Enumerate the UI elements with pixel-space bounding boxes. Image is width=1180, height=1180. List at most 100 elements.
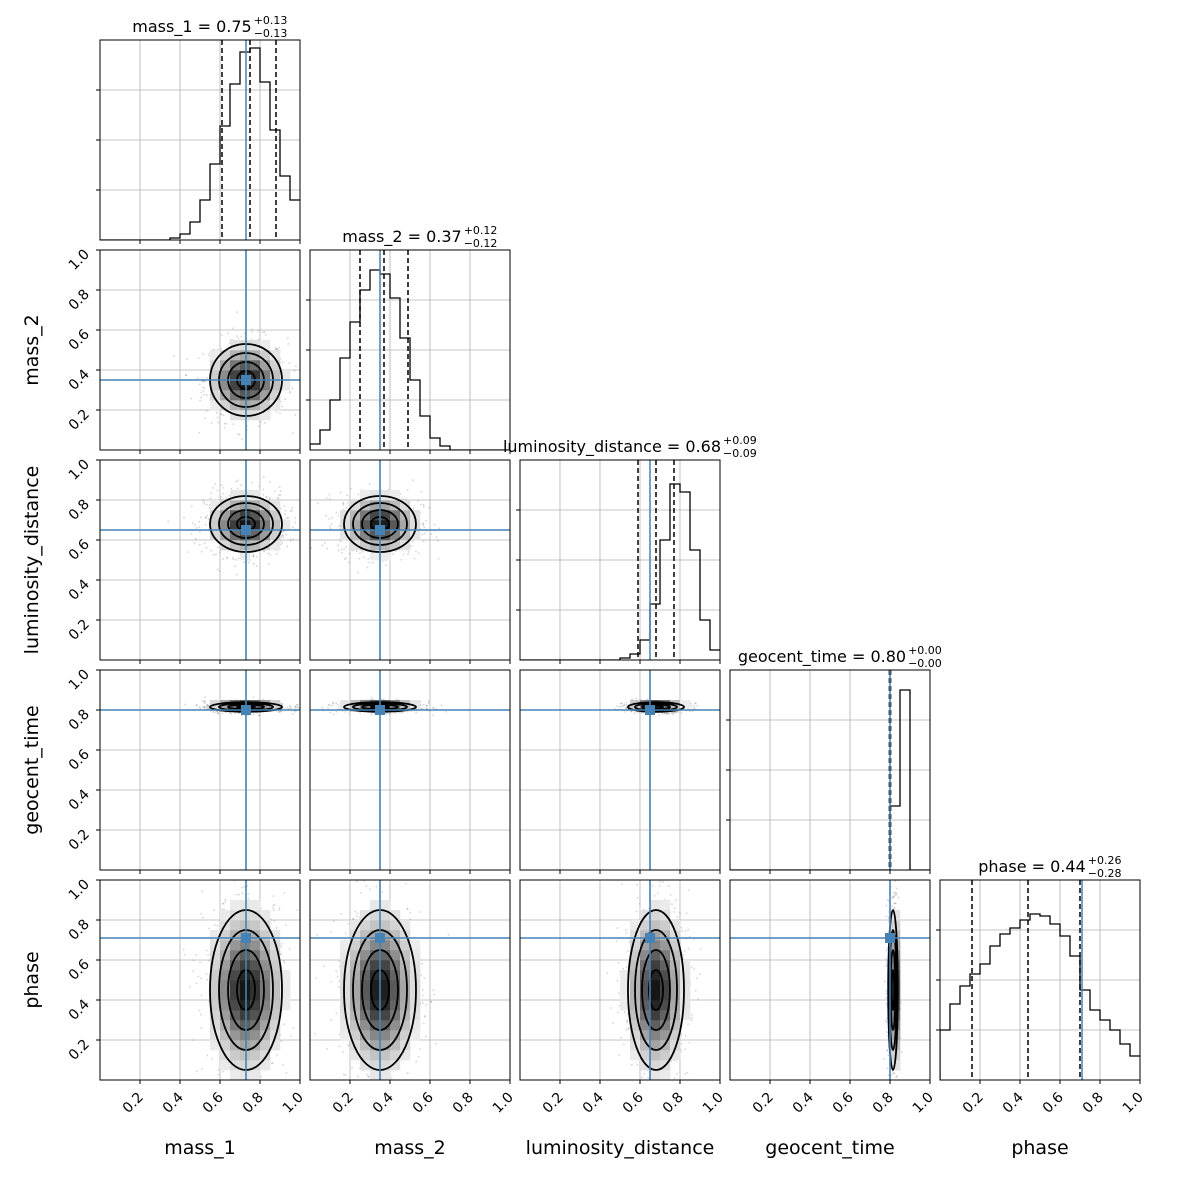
sample-point: [194, 524, 196, 526]
tick-label: 0.8: [66, 707, 93, 734]
sample-point: [205, 707, 207, 709]
sample-point: [296, 704, 298, 706]
sample-point: [619, 706, 621, 708]
density-mass_2-geocent_time: [310, 670, 510, 870]
sample-point: [382, 561, 384, 563]
sample-point: [218, 1069, 220, 1071]
sample-point: [225, 497, 227, 499]
sample-point: [421, 491, 423, 493]
sample-point: [200, 397, 202, 399]
sample-point: [279, 412, 281, 414]
sample-point: [252, 863, 254, 865]
sample-point: [277, 498, 279, 500]
sample-point: [238, 1142, 240, 1144]
sample-point: [196, 982, 198, 984]
sample-point: [359, 552, 361, 554]
sample-point: [394, 712, 396, 714]
sample-point: [340, 541, 342, 543]
sample-point: [668, 713, 670, 715]
sample-point: [276, 411, 278, 413]
sample-point: [242, 892, 244, 894]
sample-point: [343, 548, 345, 550]
sample-point: [438, 527, 440, 529]
sample-point: [329, 498, 331, 500]
sample-point: [348, 713, 350, 715]
sample-point: [234, 712, 236, 714]
sample-point: [281, 405, 283, 407]
sample-point: [345, 557, 347, 559]
sample-point: [694, 705, 696, 707]
sample-point: [289, 392, 291, 394]
sample-point: [623, 705, 625, 707]
sample-point: [290, 1035, 292, 1037]
density-mass_1-luminosity_distance: [100, 460, 308, 660]
sample-point: [210, 550, 212, 552]
sample-point: [252, 328, 254, 330]
sample-point: [262, 331, 264, 333]
sample-point: [220, 413, 222, 415]
sample-point: [284, 398, 286, 400]
sample-point: [434, 524, 436, 526]
sample-point: [238, 557, 240, 559]
sample-point: [336, 711, 338, 713]
sample-point: [310, 547, 312, 549]
sample-point: [184, 704, 186, 706]
sample-point: [441, 704, 443, 706]
sample-point: [385, 713, 387, 715]
sample-point: [327, 707, 329, 709]
sample-point: [432, 714, 434, 716]
sample-point: [253, 1082, 255, 1084]
density-mass_1-geocent_time: [100, 670, 315, 870]
sample-point: [423, 506, 425, 508]
sample-point: [325, 515, 327, 517]
sample-point: [358, 558, 360, 560]
sample-point: [203, 501, 205, 503]
sample-point: [294, 522, 296, 524]
sample-point: [286, 1072, 288, 1074]
panel-mass_1-mass_2: 0.20.40.60.81.0mass_2: [21, 247, 312, 465]
truth-marker: [645, 705, 655, 715]
sample-point: [280, 1040, 282, 1042]
sample-point: [219, 551, 221, 553]
truth-marker: [375, 525, 385, 535]
sample-point: [295, 365, 297, 367]
sample-point: [252, 555, 254, 557]
sample-point: [626, 704, 628, 706]
sample-point: [258, 485, 260, 487]
sample-point: [331, 517, 333, 519]
sample-point: [340, 492, 342, 494]
sample-point: [350, 488, 352, 490]
sample-point: [276, 927, 278, 929]
sample-point: [279, 494, 281, 496]
tick-label: 0.2: [66, 617, 93, 644]
sample-point: [236, 559, 238, 561]
sample-point: [624, 711, 626, 713]
sample-point: [285, 534, 287, 536]
sample-point: [289, 540, 291, 542]
sample-point: [402, 498, 404, 500]
sample-point: [223, 487, 225, 489]
sample-point: [214, 924, 216, 926]
sample-point: [287, 343, 289, 345]
sample-point: [191, 506, 193, 508]
sample-point: [251, 482, 253, 484]
sample-point: [285, 510, 287, 512]
sample-point: [616, 705, 618, 707]
sample-point: [269, 554, 271, 556]
marginal-title-plus: +0.13: [254, 14, 288, 27]
sample-point: [635, 698, 637, 700]
sample-point: [196, 527, 198, 529]
sample-point: [269, 497, 271, 499]
sample-point: [294, 705, 296, 707]
sample-point: [338, 550, 340, 552]
density-cell: [240, 500, 250, 510]
sample-point: [363, 557, 365, 559]
sample-point: [347, 502, 349, 504]
sample-point: [190, 398, 192, 400]
sample-point: [236, 335, 238, 337]
sample-point: [220, 496, 222, 498]
sample-point: [204, 417, 206, 419]
sample-point: [202, 500, 204, 502]
y-axis-label-luminosity_distance: luminosity_distance: [21, 466, 43, 655]
